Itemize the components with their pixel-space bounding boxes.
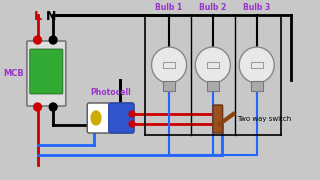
Text: Bulb 1: Bulb 1 [156,3,183,12]
FancyBboxPatch shape [251,81,262,91]
Text: Bulb 3: Bulb 3 [243,3,270,12]
FancyBboxPatch shape [163,81,175,91]
Circle shape [129,111,135,117]
Circle shape [49,36,57,44]
Circle shape [195,47,230,83]
Text: Photocell: Photocell [90,88,131,97]
FancyBboxPatch shape [27,41,66,106]
Text: L: L [34,10,42,23]
FancyBboxPatch shape [87,103,134,133]
Text: Bulb 2: Bulb 2 [199,3,227,12]
Circle shape [129,121,135,127]
Text: N: N [46,10,56,23]
FancyBboxPatch shape [207,81,219,91]
Circle shape [34,103,42,111]
Circle shape [49,103,57,111]
Circle shape [151,47,187,83]
Circle shape [34,36,42,44]
Text: Two way switch: Two way switch [237,116,292,122]
FancyBboxPatch shape [109,103,134,133]
FancyBboxPatch shape [213,105,223,133]
Circle shape [239,47,274,83]
Text: MCB: MCB [3,69,24,78]
Ellipse shape [91,111,101,125]
FancyBboxPatch shape [30,49,63,94]
